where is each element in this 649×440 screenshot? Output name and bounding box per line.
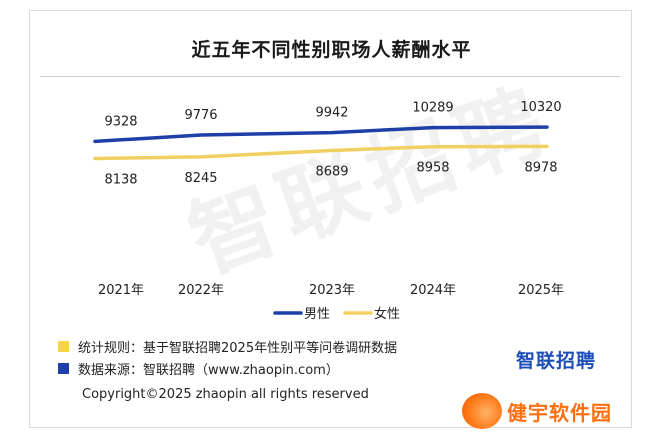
data-label-0-0: 9328 [104,114,137,129]
x-tick-label: 2021年 [98,283,144,298]
site-badge[interactable]: 健宇软件园 [462,393,612,429]
brand-logo: 智联招聘 [516,350,597,372]
legend-label-0: 男性 [304,307,330,322]
x-tick-label: 2023年 [309,283,355,298]
data-label-0-4: 10320 [520,100,561,115]
copyright: Copyright©2025 zhaopin all rights reserv… [82,387,369,402]
note-source-text: 数据来源：智联招聘（www.zhaopin.com） [78,363,339,378]
line-chart: 9328 9776 9942 10289 10320 8138 8245 8689 8958 89… [93,100,564,322]
flame-icon [462,393,502,429]
data-label-0-3: 10289 [412,101,453,116]
x-tick-label: 2025年 [518,283,564,298]
chart-title: 近五年不同性别职场人薪酬水平 [191,39,472,61]
data-label-1-1: 8245 [184,171,217,186]
site-name: 健宇软件园 [507,400,612,425]
data-label-0-2: 9942 [315,106,348,121]
data-label-1-0: 8138 [104,172,137,187]
legend-label-1: 女性 [374,306,400,322]
series-line-1 [93,144,549,161]
note-rule: 统计规则：基于智联招聘2025年性别平等问卷调研数据 [58,337,397,356]
series-line-0 [93,125,549,144]
x-tick-label: 2022年 [178,283,224,298]
title-divider [40,76,620,77]
note-rule-swatch [58,341,69,352]
note-source: 数据来源：智联招聘（www.zhaopin.com） [58,359,339,378]
chart-card: 智联招聘 近五年不同性别职场人薪酬水平 9328 9776 9942 10289 103… [29,10,632,428]
data-label-0-1: 9776 [184,108,217,123]
note-rule-text: 统计规则：基于智联招聘2025年性别平等问卷调研数据 [78,341,398,356]
note-source-swatch [58,363,69,374]
data-label-1-2: 8689 [315,165,348,180]
x-tick-label: 2024年 [410,283,456,298]
data-label-1-3: 8958 [416,161,449,176]
data-label-1-4: 8978 [524,160,557,175]
